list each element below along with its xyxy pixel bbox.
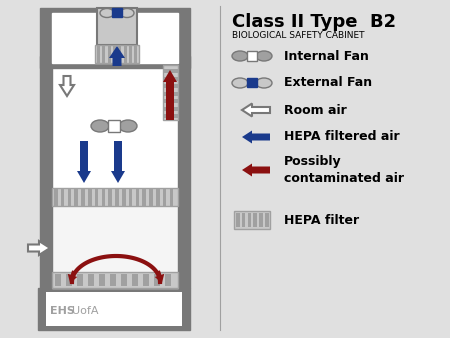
Text: Class II Type  B2: Class II Type B2 — [232, 13, 396, 31]
Bar — [156, 188, 159, 206]
Bar — [61, 188, 64, 206]
Bar — [163, 92, 178, 96]
Bar — [68, 188, 71, 206]
Bar — [236, 213, 239, 227]
FancyArrow shape — [109, 46, 125, 66]
Bar — [99, 274, 105, 286]
Bar — [66, 274, 72, 286]
Bar — [165, 274, 171, 286]
Bar — [52, 272, 178, 288]
Bar — [40, 8, 190, 68]
Bar — [163, 114, 178, 118]
Bar — [163, 99, 178, 103]
Text: EHS: EHS — [50, 306, 75, 316]
Bar — [40, 56, 52, 288]
FancyArrow shape — [163, 70, 177, 120]
Bar — [163, 69, 178, 73]
Bar — [115, 188, 119, 206]
Bar — [74, 188, 78, 206]
Text: Room air: Room air — [284, 103, 347, 117]
Bar — [154, 274, 160, 286]
Bar — [97, 45, 100, 63]
FancyArrow shape — [60, 76, 74, 96]
Ellipse shape — [232, 51, 248, 61]
Bar — [102, 188, 105, 206]
FancyArrow shape — [111, 141, 125, 183]
Bar — [242, 213, 245, 227]
Bar — [88, 188, 91, 206]
FancyArrow shape — [77, 141, 91, 183]
Bar — [108, 45, 111, 63]
Bar — [102, 45, 105, 63]
Bar — [95, 45, 139, 63]
Bar — [118, 45, 121, 63]
Bar — [52, 188, 178, 206]
Bar — [55, 274, 61, 286]
FancyArrow shape — [28, 241, 50, 255]
Ellipse shape — [119, 120, 137, 132]
Bar — [38, 288, 190, 330]
Bar — [108, 188, 112, 206]
FancyArrow shape — [242, 164, 270, 176]
Bar — [110, 274, 116, 286]
FancyArrow shape — [242, 103, 270, 117]
Bar — [134, 45, 137, 63]
Bar — [123, 45, 126, 63]
Ellipse shape — [120, 8, 134, 18]
Text: External Fan: External Fan — [284, 76, 372, 90]
Bar — [248, 213, 251, 227]
Bar — [163, 188, 166, 206]
Bar — [149, 188, 153, 206]
Bar — [122, 188, 126, 206]
Text: UofA: UofA — [72, 306, 99, 316]
Ellipse shape — [256, 51, 272, 61]
Ellipse shape — [232, 78, 248, 88]
Bar — [88, 274, 94, 286]
Bar — [163, 84, 178, 88]
Bar — [259, 213, 263, 227]
Bar — [234, 211, 270, 229]
Bar — [129, 188, 132, 206]
Bar — [112, 8, 122, 17]
Bar — [52, 206, 178, 288]
FancyArrow shape — [68, 270, 77, 283]
Text: HEPA filtered air: HEPA filtered air — [284, 130, 400, 144]
Bar — [97, 8, 137, 45]
Bar — [95, 188, 98, 206]
Ellipse shape — [91, 120, 109, 132]
Bar — [247, 78, 257, 87]
Bar — [81, 188, 85, 206]
Bar — [108, 120, 120, 132]
Bar — [52, 13, 178, 63]
Bar — [143, 274, 149, 286]
Bar — [129, 45, 132, 63]
Text: Internal Fan: Internal Fan — [284, 49, 369, 63]
Text: BIOLOGICAL SAFETY CABINET: BIOLOGICAL SAFETY CABINET — [232, 31, 364, 40]
Bar — [163, 106, 178, 111]
FancyArrow shape — [155, 270, 164, 283]
Bar — [121, 274, 127, 286]
Bar — [54, 188, 58, 206]
Bar — [142, 188, 146, 206]
Bar — [247, 51, 257, 61]
Bar — [253, 213, 257, 227]
Bar — [77, 274, 83, 286]
Bar — [52, 68, 178, 288]
Bar — [113, 45, 116, 63]
Bar — [46, 292, 182, 326]
Ellipse shape — [256, 78, 272, 88]
FancyArrow shape — [242, 130, 270, 144]
Bar — [163, 65, 178, 120]
Bar — [170, 188, 173, 206]
Text: Possibly
contaminated air: Possibly contaminated air — [284, 155, 404, 185]
Bar — [132, 274, 138, 286]
Bar — [178, 56, 190, 288]
Text: HEPA filter: HEPA filter — [284, 214, 359, 226]
Bar — [265, 213, 269, 227]
Bar — [163, 76, 178, 80]
Bar — [135, 188, 139, 206]
Ellipse shape — [100, 8, 114, 18]
